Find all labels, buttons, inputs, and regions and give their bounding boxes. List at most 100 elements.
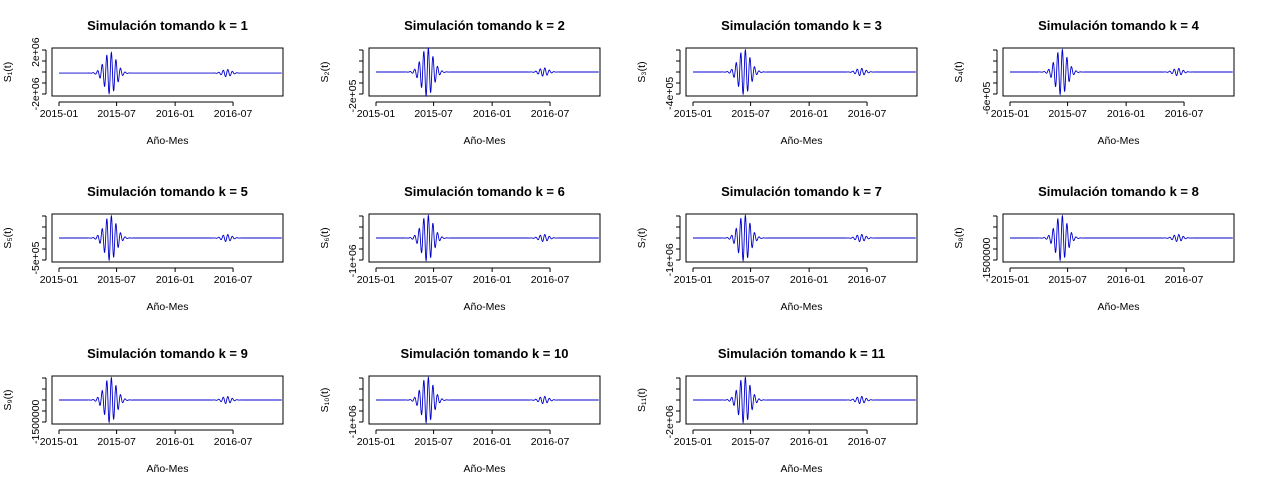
x-tick-label: 2015-01 [40, 274, 79, 286]
x-tick-label: 2016-07 [214, 436, 253, 448]
x-tick-label: 2016-01 [1107, 274, 1146, 286]
y-tick-label: -1e+06 [347, 244, 359, 277]
chart-title: Simulación tomando k = 8 [1038, 184, 1199, 199]
plot-frame [368, 47, 601, 97]
x-tick-label: 2015-01 [991, 108, 1030, 120]
chart-title: Simulación tomando k = 6 [404, 184, 565, 199]
x-axis-label: Año-Mes [463, 463, 505, 475]
x-axis-label: Año-Mes [1097, 135, 1139, 147]
x-axis-label: Año-Mes [780, 301, 822, 313]
x-tick-label: 2015-07 [731, 436, 770, 448]
plot-frame [51, 375, 284, 425]
plot-frame [685, 375, 918, 425]
x-tick-label: 2016-07 [531, 274, 570, 286]
series-line [693, 213, 916, 263]
chart-title: Simulación tomando k = 4 [1038, 18, 1199, 33]
chart-title: Simulación tomando k = 3 [721, 18, 882, 33]
plot-frame [368, 213, 601, 263]
chart-panel-4: Simulación tomando k = 4 2015-01 2015-07 20… [953, 18, 1235, 147]
y-axis-label: S₁₀(t) [319, 388, 331, 413]
x-axis-label: Año-Mes [463, 301, 505, 313]
plot-frame [51, 213, 284, 263]
chart-panel-3: Simulación tomando k = 3 2015-01 2015-07 20… [636, 18, 918, 147]
x-axis-label: Año-Mes [146, 135, 188, 147]
x-tick-label: 2016-07 [848, 436, 887, 448]
x-tick-label: 2015-07 [97, 108, 136, 120]
chart-panel-6: Simulación tomando k = 6 2015-01 2015-07 20… [319, 184, 601, 313]
x-tick-label: 2016-01 [1107, 108, 1146, 120]
x-tick-label: 2015-01 [357, 108, 396, 120]
x-tick-label: 2015-07 [97, 436, 136, 448]
series-line [1010, 214, 1233, 262]
series-line [59, 376, 282, 424]
chart-panel-8: Simulación tomando k = 8 2015-01 2015-07 20… [953, 184, 1235, 313]
x-axis-label: Año-Mes [146, 463, 188, 475]
x-tick-label: 2015-01 [40, 108, 79, 120]
chart-title: Simulación tomando k = 5 [87, 184, 248, 199]
chart-title: Simulación tomando k = 11 [718, 346, 885, 361]
x-tick-label: 2015-07 [97, 274, 136, 286]
chart-panel-7: Simulación tomando k = 7 2015-01 2015-07 20… [636, 184, 918, 313]
x-tick-label: 2016-01 [790, 274, 829, 286]
y-tick-label: -1500000 [30, 399, 42, 444]
x-tick-label: 2015-01 [674, 108, 713, 120]
y-axis-label: S₁₁(t) [636, 388, 648, 412]
x-tick-label: 2016-07 [1165, 274, 1204, 286]
chart-title: Simulación tomando k = 7 [721, 184, 882, 199]
y-tick-label: -2e+06 [664, 405, 676, 438]
x-axis-label: Año-Mes [780, 463, 822, 475]
chart-panel-10: Simulación tomando k = 10 2015-01 2015-07 2… [319, 346, 601, 475]
x-tick-label: 2016-07 [531, 108, 570, 120]
y-tick-label: -4e+05 [664, 77, 676, 110]
x-tick-label: 2015-07 [414, 108, 453, 120]
x-tick-label: 2015-07 [731, 274, 770, 286]
series-line [693, 48, 916, 96]
x-tick-label: 2016-07 [848, 108, 887, 120]
plot-frame [1002, 213, 1235, 263]
y-tick-label: -1e+06 [664, 243, 676, 276]
x-tick-label: 2015-07 [414, 436, 453, 448]
y-axis-label: S₆(t) [319, 227, 331, 248]
chart-title: Simulación tomando k = 10 [401, 346, 569, 361]
y-axis-label: S₈(t) [953, 227, 965, 248]
x-tick-label: 2016-01 [156, 274, 195, 286]
x-axis-label: Año-Mes [463, 135, 505, 147]
x-tick-label: 2016-01 [790, 108, 829, 120]
chart-panel-2: Simulación tomando k = 2 2015-01 2015-07 20… [319, 18, 601, 147]
chart-panel-11: Simulación tomando k = 11 2015-01 2015-07 2… [636, 346, 918, 475]
chart-panel-5: Simulación tomando k = 5 2015-01 2015-07 20… [2, 184, 284, 313]
series-line [59, 214, 282, 262]
y-tick-label: -2e+06 [30, 77, 42, 110]
plot-frame [51, 47, 284, 97]
series-line [59, 51, 282, 95]
y-tick-label: -5e+05 [30, 241, 42, 274]
x-tick-label: 2016-01 [473, 436, 512, 448]
x-tick-label: 2016-07 [1165, 108, 1204, 120]
x-tick-label: 2015-07 [1048, 108, 1087, 120]
x-axis-label: Año-Mes [146, 301, 188, 313]
y-axis-label: S₃(t) [636, 61, 648, 82]
plot-frame [368, 375, 601, 425]
x-tick-label: 2016-01 [156, 436, 195, 448]
y-axis-label: S₁(t) [2, 62, 14, 82]
x-tick-label: 2016-07 [531, 436, 570, 448]
x-tick-label: 2016-01 [790, 436, 829, 448]
y-tick-label: 2e+06 [30, 37, 42, 67]
plot-frame [685, 47, 918, 97]
y-tick-label: -1e+06 [347, 405, 359, 438]
chart-title: Simulación tomando k = 9 [87, 346, 248, 361]
y-tick-label: -1500000 [981, 237, 993, 282]
x-tick-label: 2015-01 [357, 274, 396, 286]
x-tick-label: 2015-01 [674, 274, 713, 286]
x-tick-label: 2016-07 [214, 108, 253, 120]
x-tick-label: 2015-07 [414, 274, 453, 286]
y-axis-label: S₇(t) [636, 228, 648, 249]
x-tick-label: 2016-07 [214, 274, 253, 286]
x-axis-label: Año-Mes [1097, 301, 1139, 313]
y-axis-label: S₉(t) [2, 389, 14, 410]
chart-title: Simulación tomando k = 2 [404, 18, 565, 33]
y-axis-label: S₂(t) [319, 62, 331, 83]
chart-panel-9: Simulación tomando k = 9 2015-01 2015-07 20… [2, 346, 284, 475]
y-tick-label: -6e+05 [981, 82, 993, 115]
